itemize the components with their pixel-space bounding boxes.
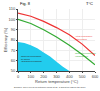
svg-text:Optimized performance(condensa: Optimized performance(condensation) [75, 52, 97, 57]
svg-text:300: 300 [53, 74, 60, 79]
svg-text:100: 100 [27, 74, 34, 79]
svg-text:Efficiency (%): Efficiency (%) [3, 27, 8, 52]
svg-text:Example: 100% on PCI for actua: Example: 100% on PCI for actualize value… [14, 86, 86, 88]
svg-text:500: 500 [79, 74, 86, 79]
svg-text:Actual performanceof the syste: Actual performanceof the system [75, 35, 93, 40]
svg-text:600: 600 [92, 74, 99, 79]
svg-text:100: 100 [9, 17, 16, 22]
svg-text:90: 90 [11, 27, 16, 32]
svg-text:Fig. 8: Fig. 8 [20, 1, 31, 6]
svg-text:200: 200 [40, 74, 47, 79]
svg-text:Return temperature (°C): Return temperature (°C) [35, 79, 79, 84]
svg-text:70: 70 [11, 48, 16, 53]
svg-text:Observed performancefor boiler: Observed performancefor boilers(guarante… [21, 55, 42, 62]
svg-text:0: 0 [17, 74, 20, 79]
svg-text:400: 400 [66, 74, 73, 79]
svg-text:110: 110 [9, 6, 16, 11]
svg-text:T°C: T°C [86, 1, 93, 6]
svg-text:60: 60 [11, 58, 16, 63]
svg-text:80: 80 [11, 37, 16, 42]
svg-text:50: 50 [11, 68, 16, 73]
